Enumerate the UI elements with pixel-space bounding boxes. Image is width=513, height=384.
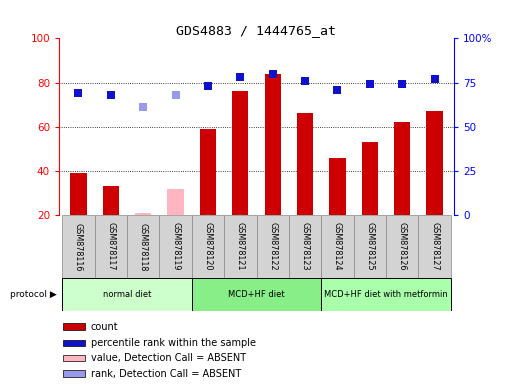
Text: GSM878120: GSM878120 — [204, 222, 212, 271]
Bar — [321, 215, 353, 278]
Text: GSM878125: GSM878125 — [365, 222, 374, 271]
Point — [171, 92, 180, 98]
Bar — [62, 278, 192, 311]
Text: GSM878126: GSM878126 — [398, 222, 407, 271]
Text: GSM878116: GSM878116 — [74, 223, 83, 271]
Text: GSM878124: GSM878124 — [333, 222, 342, 271]
Point — [269, 71, 277, 77]
Point — [366, 81, 374, 88]
Point — [430, 76, 439, 82]
Text: GSM878121: GSM878121 — [236, 222, 245, 271]
Text: protocol ▶: protocol ▶ — [10, 290, 56, 299]
Text: normal diet: normal diet — [103, 290, 151, 299]
Bar — [167, 189, 184, 215]
Text: count: count — [91, 322, 118, 332]
Bar — [419, 215, 451, 278]
Title: GDS4883 / 1444765_at: GDS4883 / 1444765_at — [176, 24, 337, 37]
Bar — [265, 74, 281, 215]
Point — [333, 86, 342, 93]
Bar — [362, 142, 378, 215]
Bar — [394, 122, 410, 215]
Point — [301, 78, 309, 84]
Bar — [94, 215, 127, 278]
Bar — [353, 215, 386, 278]
Text: MCD+HF diet: MCD+HF diet — [228, 290, 285, 299]
Bar — [386, 215, 419, 278]
Bar — [63, 323, 85, 330]
Text: MCD+HF diet with metformin: MCD+HF diet with metformin — [324, 290, 448, 299]
Bar — [160, 215, 192, 278]
Text: rank, Detection Call = ABSENT: rank, Detection Call = ABSENT — [91, 369, 241, 379]
Point — [236, 74, 244, 80]
Bar — [63, 340, 85, 346]
Bar — [103, 186, 119, 215]
Bar — [426, 111, 443, 215]
Text: GSM878123: GSM878123 — [301, 222, 309, 271]
Point — [398, 81, 406, 88]
Bar — [70, 173, 87, 215]
Text: value, Detection Call = ABSENT: value, Detection Call = ABSENT — [91, 353, 246, 363]
Bar — [200, 129, 216, 215]
Bar — [232, 91, 248, 215]
Bar — [62, 215, 94, 278]
Bar — [192, 215, 224, 278]
Bar — [289, 215, 321, 278]
Text: GSM878119: GSM878119 — [171, 222, 180, 271]
Bar — [63, 370, 85, 377]
Point — [74, 90, 83, 96]
Bar — [224, 215, 256, 278]
Bar — [256, 215, 289, 278]
Text: GSM878118: GSM878118 — [139, 223, 148, 271]
Bar — [321, 278, 451, 311]
Point — [107, 92, 115, 98]
Bar — [329, 158, 346, 215]
Bar — [135, 213, 151, 215]
Text: GSM878127: GSM878127 — [430, 222, 439, 271]
Bar — [192, 278, 321, 311]
Bar — [297, 114, 313, 215]
Bar — [127, 215, 160, 278]
Text: percentile rank within the sample: percentile rank within the sample — [91, 338, 255, 348]
Bar — [63, 355, 85, 361]
Point — [139, 104, 147, 110]
Text: GSM878122: GSM878122 — [268, 222, 277, 271]
Text: GSM878117: GSM878117 — [106, 222, 115, 271]
Point — [204, 83, 212, 89]
